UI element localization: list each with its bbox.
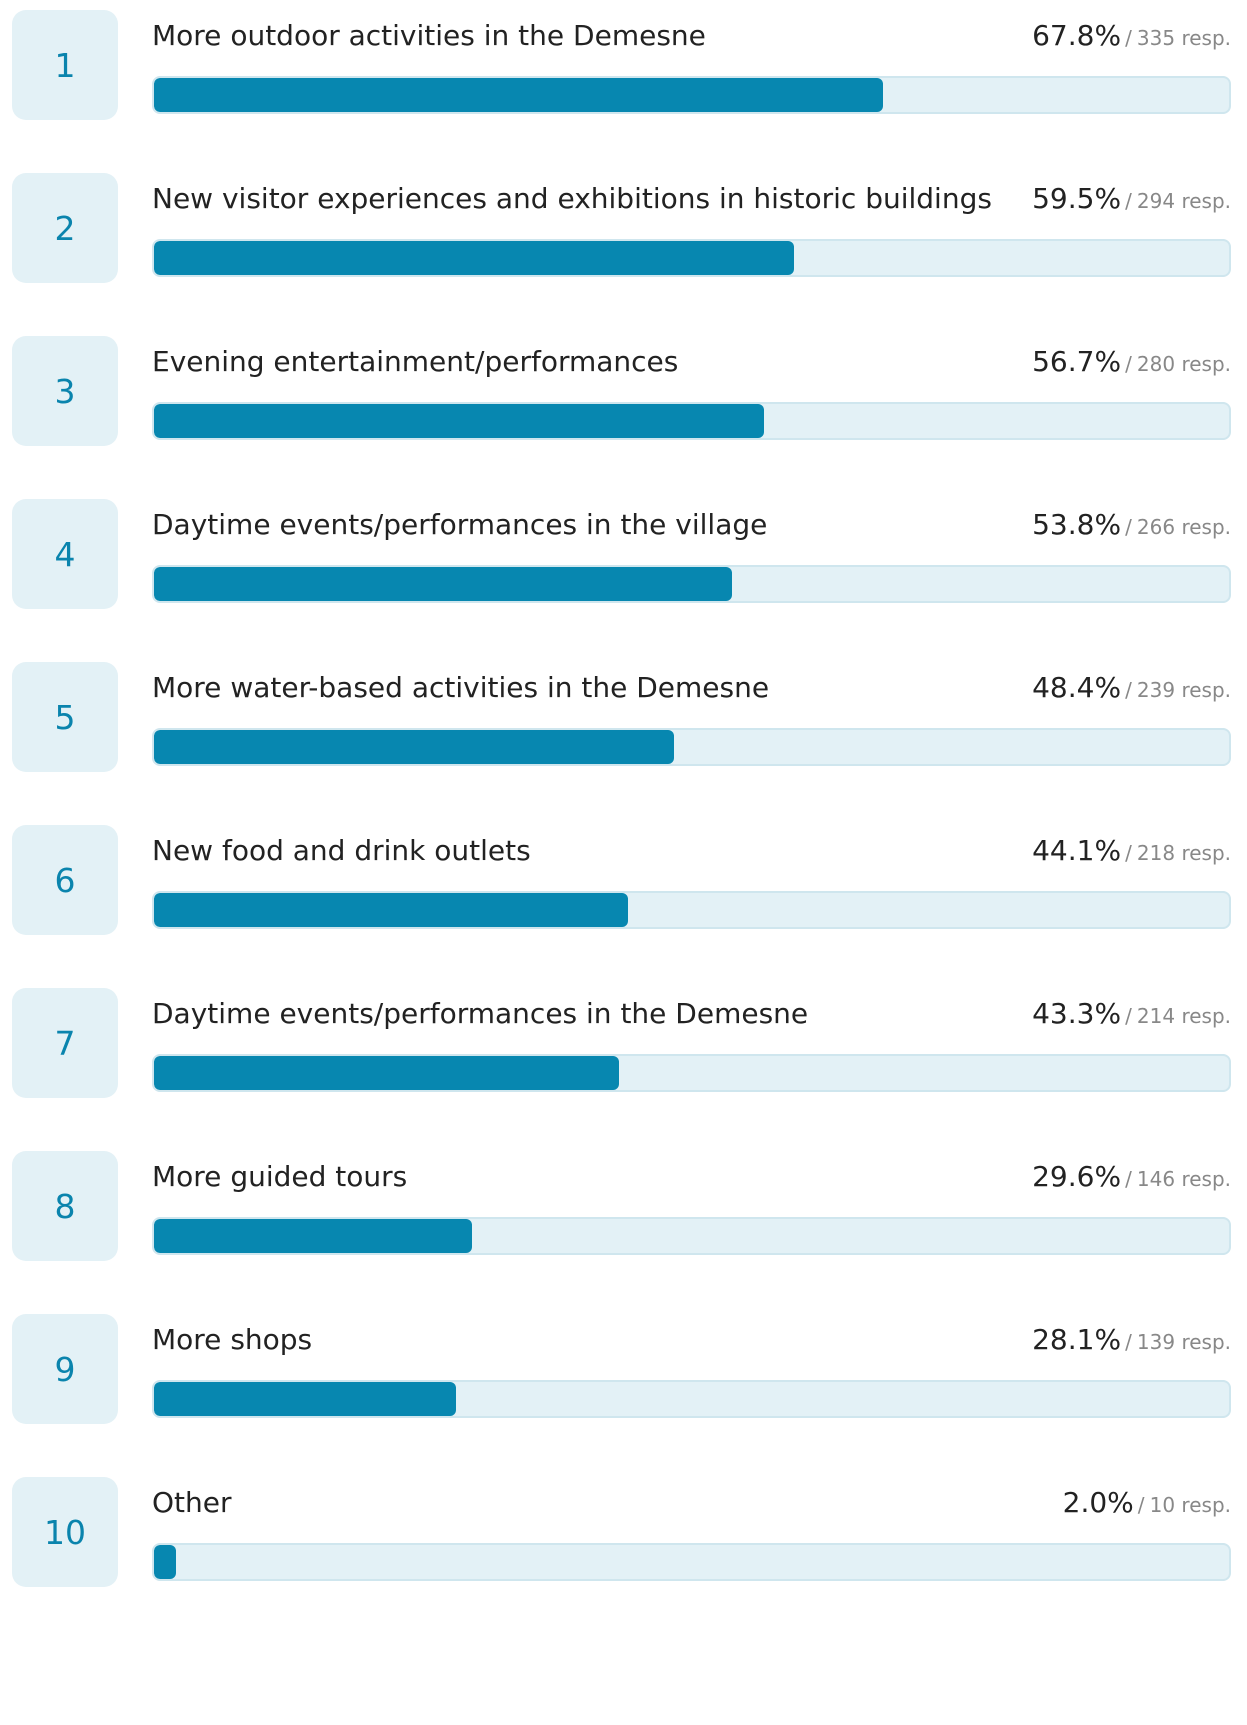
response-count: 239 resp. [1136, 678, 1231, 702]
stats-separator: / [1125, 1004, 1132, 1028]
rank-badge: 1 [12, 10, 118, 120]
bar-stats: 43.3%/ 214 resp. [1032, 996, 1231, 1036]
response-count: 146 resp. [1136, 1167, 1231, 1191]
rank-badge: 8 [12, 1151, 118, 1261]
bar-label: More guided tours [152, 1160, 408, 1193]
chart-row-10: 10 Other 2.0%/ 10 resp. [0, 1477, 1247, 1589]
response-count: 280 resp. [1136, 352, 1231, 376]
bar-fill [154, 730, 675, 764]
bar-label: More shops [152, 1323, 313, 1356]
response-count: 214 resp. [1136, 1004, 1231, 1028]
response-count: 335 resp. [1136, 26, 1231, 50]
stats-separator: / [1125, 26, 1132, 50]
stats-separator: / [1125, 189, 1132, 213]
bar-label: New visitor experiences and exhibitions … [152, 182, 992, 215]
bar-fill [154, 1382, 457, 1416]
bar-track [152, 239, 1231, 277]
bar-track [152, 1380, 1231, 1418]
bar-label: Evening entertainment/performances [152, 345, 679, 378]
chart-row-3: 3 Evening entertainment/performances 56.7%… [0, 336, 1247, 448]
response-count: 218 resp. [1136, 841, 1231, 865]
bar-stats: 53.8%/ 266 resp. [1032, 507, 1231, 547]
chart-row-7: 7 Daytime events/performances in the Deme… [0, 988, 1247, 1100]
bar-fill [154, 567, 733, 601]
percent-value: 29.6% [1032, 1160, 1122, 1193]
bar-fill [154, 1545, 176, 1579]
rank-badge: 10 [12, 1477, 118, 1587]
bar-stats: 2.0%/ 10 resp. [1063, 1485, 1231, 1525]
bar-track [152, 1543, 1231, 1581]
rank-badge: 9 [12, 1314, 118, 1424]
chart-row-1: 1 More outdoor activities in the Demesne 6… [0, 10, 1247, 122]
bar-stats: 44.1%/ 218 resp. [1032, 833, 1231, 873]
bar-stats: 56.7%/ 280 resp. [1032, 344, 1231, 384]
chart-row-9: 9 More shops 28.1%/ 139 resp. [0, 1314, 1247, 1426]
percent-value: 59.5% [1032, 182, 1122, 215]
percent-value: 2.0% [1062, 1486, 1134, 1519]
stats-separator: / [1125, 352, 1132, 376]
bar-label: More outdoor activities in the Demesne [152, 19, 706, 52]
bar-stats: 48.4%/ 239 resp. [1032, 670, 1231, 710]
chart-row-2: 2 New visitor experiences and exhibitions… [0, 173, 1247, 285]
response-count: 10 resp. [1149, 1493, 1231, 1517]
bar-fill [154, 78, 883, 112]
bar-stats: 29.6%/ 146 resp. [1032, 1159, 1231, 1199]
rank-badge: 5 [12, 662, 118, 772]
chart-row-5: 5 More water-based activities in the Deme… [0, 662, 1247, 774]
bar-label: More water-based activities in the Demes… [152, 671, 770, 704]
percent-value: 44.1% [1032, 834, 1122, 867]
bar-stats: 59.5%/ 294 resp. [1032, 181, 1231, 221]
bar-label: Other [152, 1486, 232, 1519]
rank-badge: 7 [12, 988, 118, 1098]
bar-fill [154, 241, 794, 275]
bar-track [152, 402, 1231, 440]
response-count: 294 resp. [1136, 189, 1231, 213]
percent-value: 48.4% [1032, 671, 1122, 704]
chart-row-8: 8 More guided tours 29.6%/ 146 resp. [0, 1151, 1247, 1263]
response-count: 266 resp. [1136, 515, 1231, 539]
stats-separator: / [1137, 1493, 1145, 1517]
chart-row-6: 6 New food and drink outlets 44.1%/ 218 re… [0, 825, 1247, 937]
percent-value: 43.3% [1032, 997, 1122, 1030]
rank-badge: 6 [12, 825, 118, 935]
stats-separator: / [1125, 1330, 1132, 1354]
percent-value: 56.7% [1032, 345, 1122, 378]
bar-label: Daytime events/performances in the Demes… [152, 997, 809, 1030]
percent-value: 53.8% [1032, 508, 1122, 541]
stats-separator: / [1125, 515, 1132, 539]
bar-track [152, 728, 1231, 766]
bar-label: Daytime events/performances in the villa… [152, 508, 768, 541]
response-count: 139 resp. [1136, 1330, 1231, 1354]
bar-label: New food and drink outlets [152, 834, 531, 867]
stats-separator: / [1125, 841, 1132, 865]
stats-separator: / [1125, 1167, 1132, 1191]
stats-separator: / [1125, 678, 1132, 702]
rank-badge: 3 [12, 336, 118, 446]
bar-track [152, 1054, 1231, 1092]
bar-track [152, 76, 1231, 114]
bar-track [152, 1217, 1231, 1255]
rank-badge: 2 [12, 173, 118, 283]
bar-track [152, 565, 1231, 603]
rank-badge: 4 [12, 499, 118, 609]
bar-stats: 67.8%/ 335 resp. [1032, 18, 1231, 58]
bar-fill [154, 1219, 473, 1253]
bar-fill [154, 893, 629, 927]
percent-value: 28.1% [1032, 1323, 1122, 1356]
chart-row-4: 4 Daytime events/performances in the vill… [0, 499, 1247, 611]
bar-track [152, 891, 1231, 929]
bar-fill [154, 404, 764, 438]
bar-fill [154, 1056, 620, 1090]
percent-value: 67.8% [1032, 19, 1122, 52]
bar-stats: 28.1%/ 139 resp. [1032, 1322, 1231, 1362]
